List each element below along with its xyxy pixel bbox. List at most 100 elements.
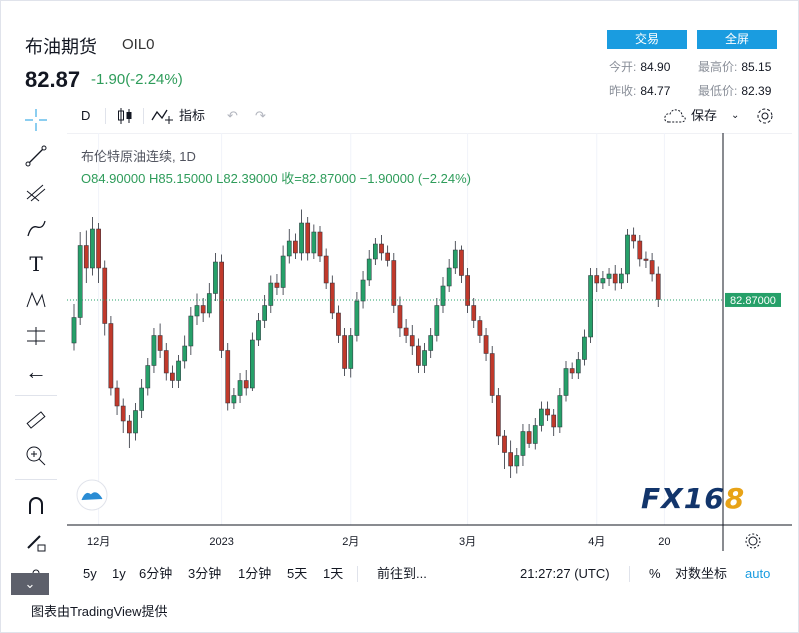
candle-body	[194, 305, 200, 317]
candle	[440, 277, 446, 313]
candle-body	[397, 305, 403, 329]
tradingview-logo-icon[interactable]	[76, 479, 108, 511]
candle-body	[120, 405, 126, 422]
candle-body	[532, 425, 538, 444]
magnet-icon[interactable]	[23, 493, 49, 519]
fullscreen-button[interactable]: 全屏	[697, 30, 777, 49]
candle	[416, 338, 421, 373]
candle	[600, 271, 606, 289]
candle-body	[108, 323, 114, 389]
candle	[655, 266, 661, 307]
cloud-icon[interactable]	[663, 107, 687, 133]
open-stat: 今开: 84.90	[609, 58, 670, 75]
indicators-icon[interactable]	[151, 106, 175, 132]
trade-button[interactable]: 交易	[607, 30, 687, 49]
candle-body	[520, 431, 526, 456]
indicators-label[interactable]: 指标	[179, 108, 206, 123]
measure-icon[interactable]	[23, 323, 49, 349]
auto-scale-toggle[interactable]: auto	[745, 566, 771, 581]
range-1y[interactable]: 1y	[112, 566, 126, 581]
x-tick-label: 2月	[342, 536, 359, 548]
undo-icon[interactable]: ↶	[227, 108, 238, 123]
lock-pen-icon[interactable]	[23, 529, 49, 555]
candle	[299, 209, 304, 261]
crosshair-icon[interactable]	[23, 107, 49, 133]
candle-body	[563, 368, 569, 396]
candle-body	[219, 261, 224, 351]
drawing-toolbar: T ← ⌄	[11, 103, 61, 603]
candle-body	[317, 231, 323, 257]
candle-body	[262, 305, 268, 321]
chart-toolbar: D 指标 ↶ ↷ 保存 ⌄	[67, 103, 792, 129]
price-change: -1.90(-2.24%)	[91, 71, 183, 88]
fib-tool-icon[interactable]	[23, 179, 49, 205]
candle	[625, 229, 630, 283]
candle	[151, 328, 157, 373]
percent-scale-toggle[interactable]: %	[649, 566, 661, 581]
zoom-in-icon[interactable]	[23, 443, 49, 469]
high-value: 85.15	[741, 60, 772, 74]
candles-style-icon[interactable]	[115, 106, 135, 132]
candle-body	[206, 293, 212, 314]
pattern-icon[interactable]	[23, 287, 49, 313]
candle-body	[225, 350, 231, 404]
candle-body	[557, 395, 563, 428]
candle	[114, 380, 120, 415]
candle-body	[373, 243, 378, 260]
interval-button[interactable]: D	[81, 108, 91, 123]
range-3min[interactable]: 3分钟	[188, 566, 222, 581]
candle	[569, 362, 575, 379]
brush-icon[interactable]	[23, 215, 49, 241]
range-5y[interactable]: 5y	[83, 566, 97, 581]
utc-clock[interactable]: 21:27:27 (UTC)	[520, 566, 610, 581]
range-6min[interactable]: 6分钟	[139, 566, 173, 581]
candle-body	[489, 353, 495, 396]
goto-date-button[interactable]: 前往到...	[377, 566, 427, 581]
price-chart[interactable]: 12月 2023 2月 3月 4月 20 82.87000	[67, 133, 792, 551]
log-scale-toggle[interactable]: 对数坐标	[675, 566, 728, 581]
text-tool-icon[interactable]: T	[29, 252, 43, 276]
gear-icon[interactable]	[755, 106, 775, 132]
candle	[637, 235, 643, 267]
candle	[342, 328, 347, 376]
candle-body	[200, 305, 206, 314]
low-value: 82.39	[741, 84, 772, 98]
candle	[397, 296, 403, 337]
candle	[170, 365, 175, 388]
candle	[575, 352, 581, 379]
candle	[502, 430, 507, 469]
candle	[403, 319, 409, 343]
back-arrow-icon[interactable]: ←	[25, 359, 47, 384]
candle	[434, 298, 440, 342]
range-5d[interactable]: 5天	[287, 566, 308, 581]
tool-divider	[15, 395, 57, 396]
candle	[139, 379, 145, 418]
candle	[545, 401, 550, 421]
candle	[250, 332, 255, 391]
candle-body	[416, 345, 421, 366]
candle	[237, 373, 243, 403]
trend-line-icon[interactable]	[23, 143, 49, 169]
range-1min[interactable]: 1分钟	[238, 566, 272, 581]
candle	[508, 440, 513, 478]
candle	[194, 293, 200, 325]
ruler-icon[interactable]	[23, 407, 49, 433]
collapse-toolbar-button[interactable]: ⌄	[11, 573, 49, 595]
candle	[120, 398, 126, 433]
candle	[594, 268, 600, 292]
candle-body	[391, 260, 397, 306]
save-button[interactable]: 保存	[691, 108, 718, 123]
series-title[interactable]: 布伦特原油连续, 1D	[81, 149, 196, 164]
candle	[268, 275, 274, 313]
candle-body	[299, 222, 304, 254]
time-axis-settings-icon[interactable]	[745, 533, 761, 549]
redo-icon[interactable]: ↷	[255, 108, 266, 123]
candle	[108, 316, 114, 396]
candle	[77, 232, 83, 325]
chevron-down-icon[interactable]: ⌄	[731, 110, 740, 121]
prev-close-label: 昨收:	[609, 84, 637, 98]
range-1d[interactable]: 1天	[323, 566, 344, 581]
ohlc-legend: O84.90000 H85.15000 L82.39000 收=82.87000…	[81, 171, 471, 186]
tradingview-credit[interactable]: 图表由TradingView提供	[31, 604, 168, 619]
candle	[182, 335, 188, 369]
